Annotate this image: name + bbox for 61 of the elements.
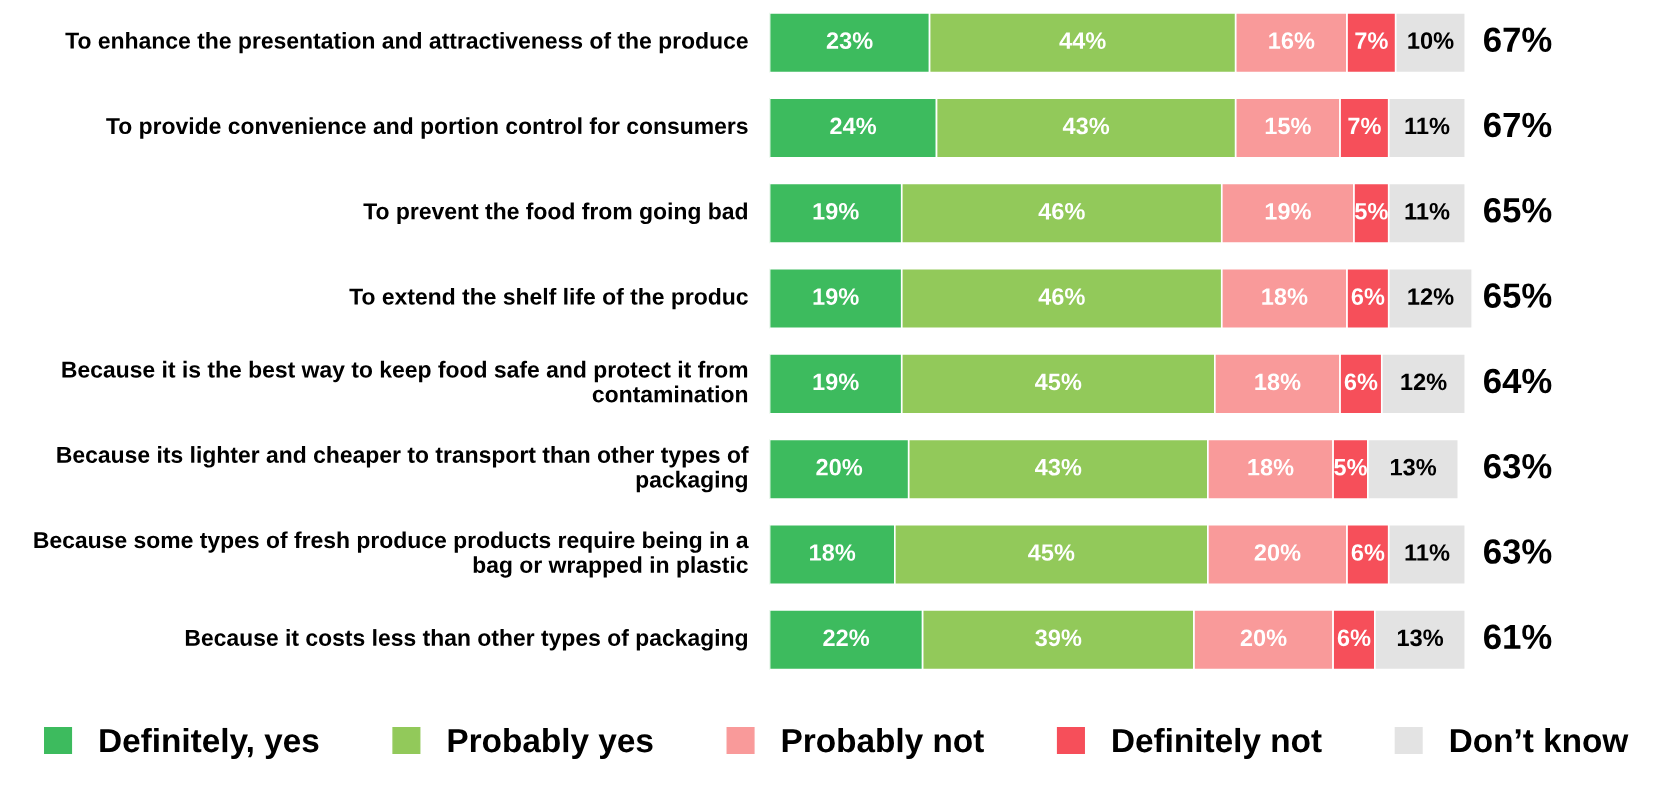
legend-label: Don’t know — [1450, 727, 1629, 753]
text: 65% — [1484, 283, 1552, 308]
y-tick-label: To extend the shelf life of the produc — [349, 287, 748, 310]
data-label: 18% — [810, 544, 856, 561]
data-label: 5% — [1334, 458, 1367, 476]
data-label: 24% — [830, 117, 877, 135]
data-label: 6% — [1351, 544, 1385, 561]
data-label: 23% — [826, 32, 873, 50]
y-tick-label: To prevent the food from going bad — [363, 202, 748, 225]
y-tick-label: Because it costs less than other types of packaging — [185, 629, 748, 651]
data-label: 13% — [1390, 458, 1437, 476]
data-label: 46% — [1038, 202, 1085, 220]
y-tick-label: Because it is the best way to keep food safe and protect it from contamination — [62, 360, 748, 403]
legend-label: Definitely not — [1113, 727, 1322, 759]
data-label: 6% — [1351, 288, 1385, 305]
data-label: 15% — [1265, 117, 1311, 135]
data-label: 6% — [1344, 373, 1378, 391]
data-label: 20% — [1240, 629, 1287, 647]
data-label: 20% — [816, 458, 863, 476]
legend-label: Probably not — [782, 727, 984, 759]
text: 63% — [1484, 539, 1552, 564]
legend-label: Probably yes — [448, 727, 653, 759]
data-label: 39% — [1035, 629, 1082, 647]
data-label: 12% — [1401, 373, 1447, 391]
data-label: 12% — [1408, 288, 1454, 305]
data-label: 16% — [1269, 32, 1315, 49]
data-label: 11% — [1405, 202, 1450, 220]
data-label: 46% — [1038, 288, 1085, 305]
y-tick-label: Because its lighter and cheaper to transport than other types of packaging — [57, 446, 749, 493]
legend-label: Definitely, yes — [100, 727, 319, 759]
data-label: 6% — [1337, 629, 1371, 647]
data-label: 19% — [813, 288, 859, 305]
data-label: 5% — [1355, 202, 1388, 220]
data-label: 19% — [1265, 202, 1311, 220]
y-tick-label: Because some types of fresh produce products require being in a bag or wrapped in plastic — [34, 531, 749, 578]
data-label: 18% — [1248, 458, 1294, 476]
data-label: 13% — [1397, 629, 1444, 647]
y-tick-label: To enhance the presentation and attractiveness of the produce — [65, 31, 748, 54]
data-label: 18% — [1262, 288, 1308, 305]
text: 64% — [1484, 368, 1552, 394]
data-label: 43% — [1062, 117, 1110, 135]
y-tick-label: To provide convenience and portion control for consumers — [106, 117, 748, 139]
data-label: 20% — [1254, 544, 1301, 561]
data-label: 43% — [1035, 458, 1082, 476]
data-label: 45% — [1028, 544, 1075, 561]
text: 63% — [1484, 453, 1552, 479]
data-label: 7% — [1355, 32, 1388, 49]
data-label: 19% — [813, 202, 859, 220]
data-label: 45% — [1035, 373, 1082, 391]
text: 61% — [1484, 624, 1552, 650]
text: 67% — [1484, 112, 1552, 138]
data-label: 22% — [823, 629, 870, 647]
text: 65% — [1484, 198, 1552, 223]
data-label: 7% — [1348, 117, 1381, 135]
data-label: 19% — [813, 373, 859, 391]
data-label: 10% — [1408, 32, 1454, 49]
data-label: 11% — [1405, 117, 1450, 135]
data-label: 11% — [1405, 544, 1450, 561]
text: 67% — [1484, 27, 1552, 52]
data-label: 18% — [1255, 373, 1301, 391]
data-label: 44% — [1059, 32, 1106, 49]
